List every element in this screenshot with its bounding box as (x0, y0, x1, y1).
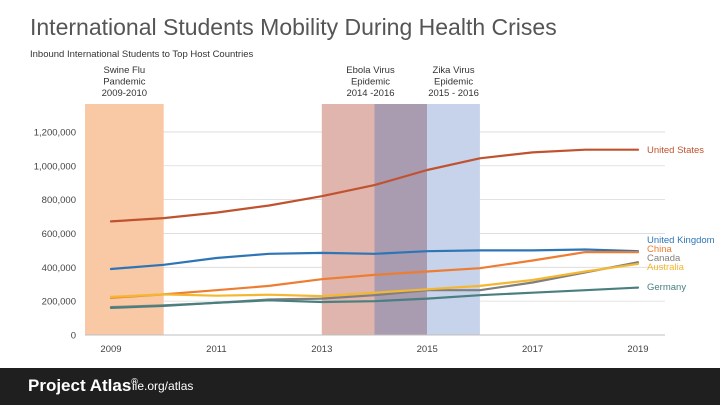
series-line-united-kingdom (109, 248, 640, 271)
brand-name: Project Atlas (28, 376, 132, 395)
series-label: Germany (647, 282, 686, 293)
chart-subtitle: Inbound International Students to Top Ho… (30, 49, 254, 60)
y-tick-label: 0 (71, 331, 76, 342)
series-labels: United States United KingdomChinaCanadaAu… (647, 145, 715, 293)
crisis-band-label: 2014 -2016 (346, 88, 394, 99)
brand-logo: Project Atlas® (28, 376, 138, 396)
series-label: Canada (647, 253, 681, 264)
crisis-band-label: Swine Flu (103, 65, 145, 76)
y-tick-label: 800,000 (42, 195, 76, 206)
crisis-band (374, 104, 428, 335)
x-tick-label: 2011 (206, 344, 226, 355)
series-line-united-states (109, 148, 640, 223)
crisis-band-label: Epidemic (434, 77, 473, 88)
trademark-mark: ® (131, 376, 138, 387)
crisis-band-label: Zika Virus (433, 65, 475, 76)
crisis-band-label: Epidemic (351, 77, 390, 88)
crisis-band-label: 2009-2010 (102, 88, 147, 99)
x-tick-label: 2017 (522, 344, 543, 355)
y-tick-label: 400,000 (42, 263, 76, 274)
site-url: iie.org/atlas (132, 379, 194, 393)
x-tick-label: 2019 (627, 344, 648, 355)
axes: 0 200,000 400,000 600,000 800,000 1,000,000 1,… (34, 127, 665, 355)
y-tick-label: 600,000 (42, 229, 76, 240)
crisis-band-label: Ebola Virus (346, 65, 395, 76)
chart-title: International Students Mobility During H… (30, 14, 557, 40)
footer-bar: Project Atlas® iie.org/atlas (0, 368, 720, 405)
crisis-band-label: 2015 - 2016 (428, 88, 479, 99)
series-line-australia (109, 262, 640, 298)
x-tick-label: 2009 (100, 344, 121, 355)
series-label: United States (647, 145, 704, 156)
series-line-china (109, 251, 640, 299)
crisis-band (427, 104, 480, 335)
series-lines (109, 148, 640, 309)
series-label: China (647, 244, 673, 255)
crisis-band-label: Pandemic (103, 77, 145, 88)
series-label: United Kingdom (647, 235, 715, 246)
x-tick-label: 2013 (311, 344, 332, 355)
x-tick-label: 2015 (417, 344, 438, 355)
y-tick-label: 1,000,000 (34, 161, 76, 172)
y-tick-label: 200,000 (42, 297, 76, 308)
series-line-germany (109, 286, 640, 309)
series-label: Australia (647, 262, 685, 273)
y-tick-label: 1,200,000 (34, 127, 76, 138)
